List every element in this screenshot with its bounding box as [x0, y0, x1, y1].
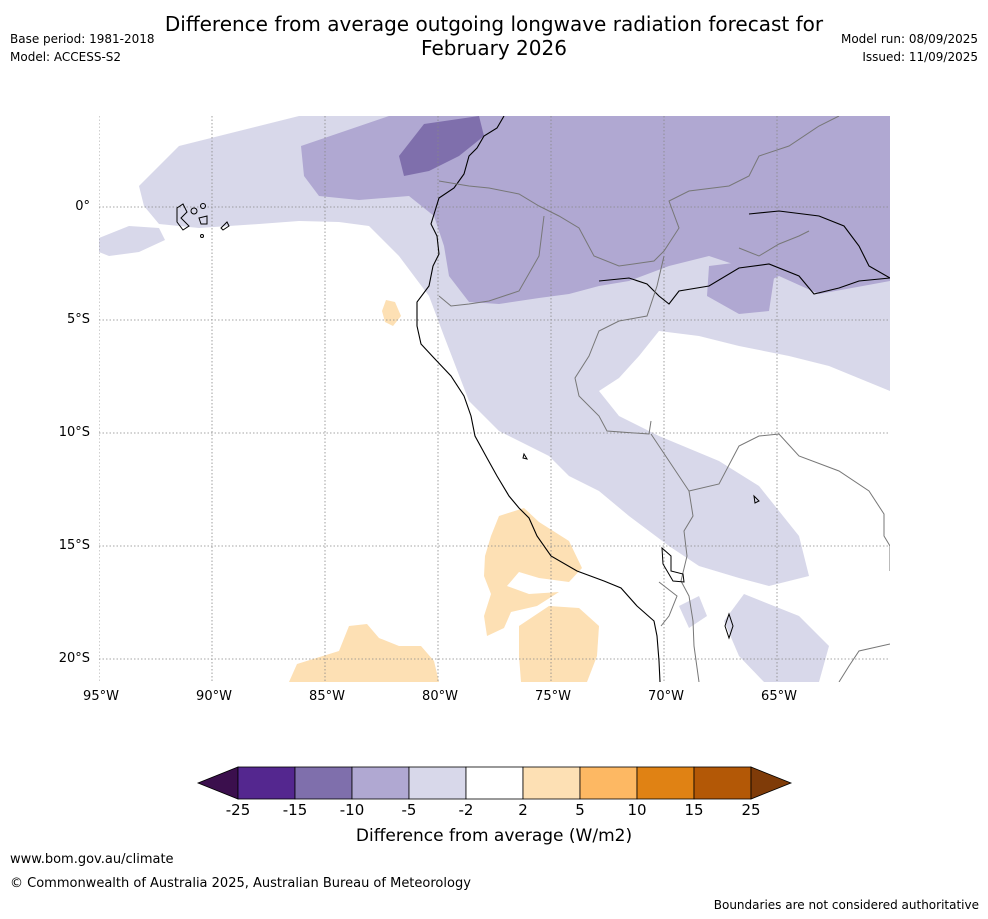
anomaly-region-light-purple-west [99, 226, 165, 256]
lat-label: 15°S [58, 538, 90, 553]
lat-label: 20°S [58, 651, 90, 666]
anomaly-region-orange-4 [289, 624, 439, 682]
colorbar-bin [408, 766, 467, 800]
anomaly-region-dark-purple [399, 116, 484, 176]
coastline-south-america [416, 116, 661, 682]
colorbar-bin [522, 766, 581, 800]
base-period: Base period: 1981-2018 [10, 32, 155, 46]
lat-label: 5°S [66, 312, 90, 327]
lon-label: 65°W [761, 689, 797, 704]
anomaly-region-light-purple-small [679, 596, 707, 628]
colorbar-bin [579, 766, 638, 800]
colorbar-bin [693, 766, 752, 800]
colorbar-tick: 25 [741, 801, 761, 819]
lon-label: 75°W [535, 689, 571, 704]
anomaly-region-orange-1 [382, 300, 401, 326]
colorbar-tick: 5 [575, 801, 585, 819]
colorbar-tick: 15 [684, 801, 704, 819]
anomaly-region-mid-purple-east [707, 261, 774, 314]
lon-label: 80°W [422, 689, 458, 704]
lon-label: 85°W [309, 689, 345, 704]
disclaimer-text: Boundaries are not considered authoritat… [713, 898, 979, 912]
colorbar [196, 766, 793, 800]
colorbar-bin [351, 766, 410, 800]
colorbar-extend-right [750, 766, 793, 800]
colorbar-title: Difference from average (W/m2) [355, 826, 633, 846]
anomaly-region-orange-2 [484, 508, 582, 636]
colorbar-tick: -10 [339, 801, 365, 819]
graticule [99, 116, 890, 682]
colorbar-bin [636, 766, 695, 800]
anomaly-region-mid-purple [301, 116, 890, 304]
model-run: Model run: 08/09/2025 [840, 32, 978, 46]
colorbar-tick: 10 [627, 801, 647, 819]
country-borders [438, 116, 890, 682]
colorbar-bin [237, 766, 296, 800]
colorbar-tick: -15 [282, 801, 308, 819]
colorbar-tick: 2 [518, 801, 528, 819]
issued-date: Issued: 11/09/2025 [862, 50, 978, 64]
galapagos-islands [176, 203, 230, 238]
anomaly-region-orange-3 [519, 606, 599, 682]
copyright-text: © Commonwealth of Australia 2025, Austra… [10, 876, 471, 891]
title-line-1: Difference from average outgoing longwav… [164, 12, 824, 36]
colorbar-tick: -25 [225, 801, 251, 819]
meta-right: Model run: 08/09/2025 Issued: 11/09/2025 [841, 30, 978, 66]
colorbar-tick: -2 [458, 801, 474, 819]
title-line-2: February 2026 [421, 36, 567, 60]
amazon-river [598, 210, 890, 305]
map-title: Difference from average outgoing longwav… [0, 12, 988, 60]
colorbar-bin [294, 766, 353, 800]
map-area [99, 116, 890, 682]
lat-label: 0° [75, 199, 90, 214]
lon-label: 95°W [83, 689, 119, 704]
meta-left: Base period: 1981-2018 Model: ACCESS-S2 [10, 30, 155, 66]
colorbar-tick: -5 [401, 801, 417, 819]
map-svg [99, 116, 890, 682]
anomaly-region-light-purple-south [724, 594, 829, 682]
lakes [522, 452, 760, 640]
colorbar-extend-left [196, 766, 239, 800]
lon-label: 70°W [648, 689, 684, 704]
lon-label: 90°W [196, 689, 232, 704]
colorbar-bin [465, 766, 524, 800]
lat-label: 10°S [58, 425, 90, 440]
model-name: Model: ACCESS-S2 [10, 50, 122, 64]
website-link[interactable]: www.bom.gov.au/climate [10, 852, 174, 867]
